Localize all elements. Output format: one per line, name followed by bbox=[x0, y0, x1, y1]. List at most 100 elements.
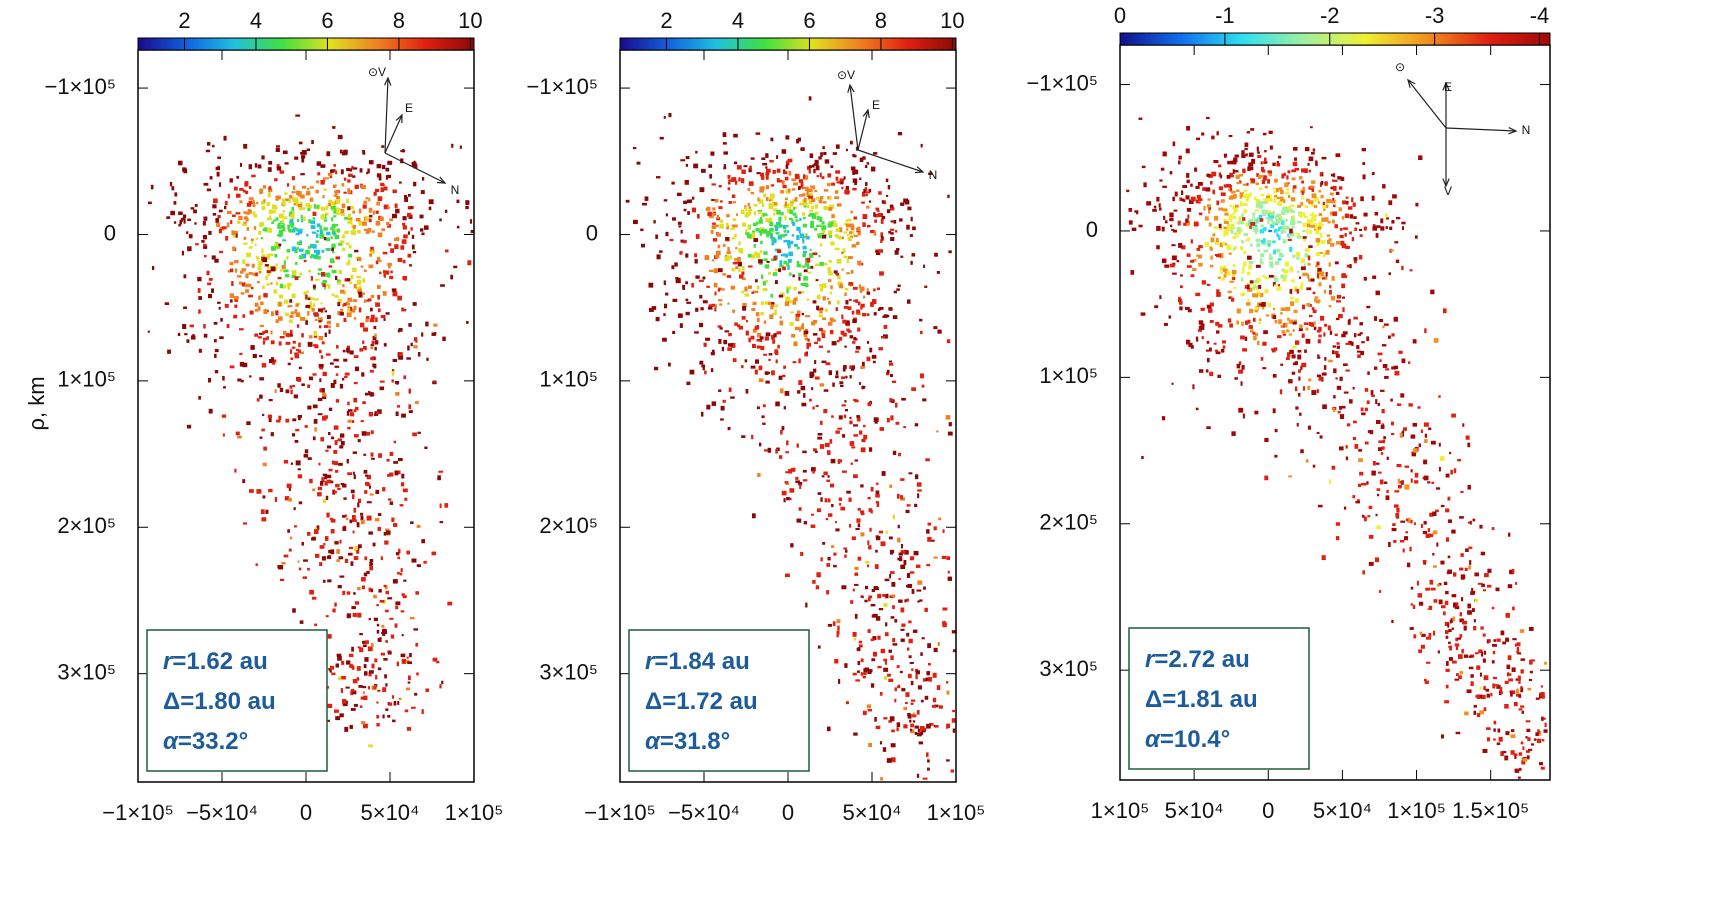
cloud-pixel bbox=[356, 279, 362, 285]
cloud-pixel bbox=[334, 234, 340, 240]
info-line: Δ=1.72 au bbox=[645, 688, 758, 715]
cloud-pixel bbox=[885, 178, 889, 183]
cloud-pixel bbox=[919, 599, 923, 602]
cloud-pixel bbox=[891, 582, 896, 587]
cloud-pixel bbox=[1438, 395, 1441, 398]
cloud-pixel bbox=[1185, 195, 1190, 200]
cloud-pixel bbox=[288, 319, 293, 324]
cloud-pixel bbox=[307, 187, 310, 191]
cloud-pixel bbox=[1234, 154, 1239, 158]
cloud-pixel bbox=[1470, 674, 1474, 678]
cloud-pixel bbox=[870, 166, 876, 172]
cloud-pixel bbox=[788, 469, 793, 474]
cloud-pixel bbox=[396, 661, 399, 667]
cloud-pixel bbox=[1385, 226, 1388, 229]
cloud-pixel bbox=[218, 306, 221, 310]
cloud-pixel bbox=[1304, 205, 1309, 208]
cloud-pixel bbox=[265, 509, 269, 514]
cloud-pixel bbox=[1514, 754, 1517, 759]
cloud-pixel bbox=[764, 336, 769, 341]
cloud-pixel bbox=[259, 355, 263, 358]
cloud-pixel bbox=[1522, 746, 1525, 751]
cloud-pixel bbox=[1314, 298, 1318, 303]
cloud-pixel bbox=[748, 167, 752, 173]
cloud-pixel bbox=[289, 195, 293, 199]
cloud-pixel bbox=[1283, 269, 1289, 274]
cloud-pixel bbox=[910, 729, 915, 734]
cloud-pixel bbox=[368, 411, 374, 417]
cloud-pixel bbox=[760, 346, 765, 351]
cloud-pixel bbox=[164, 302, 170, 306]
cloud-pixel bbox=[771, 258, 776, 261]
cloud-pixel bbox=[897, 524, 900, 529]
cloud-pixel bbox=[1298, 369, 1302, 373]
cloud-pixel bbox=[1281, 220, 1286, 225]
cloud-pixel bbox=[726, 251, 731, 255]
cloud-pixel bbox=[769, 234, 774, 239]
cloud-pixel bbox=[1454, 643, 1460, 647]
cloud-pixel bbox=[319, 349, 322, 354]
cloud-pixel bbox=[734, 258, 738, 261]
cloud-pixel bbox=[1427, 481, 1431, 484]
cloud-pixel bbox=[391, 288, 397, 292]
cloud-pixel bbox=[415, 642, 419, 647]
cloud-pixel bbox=[747, 202, 750, 207]
cloud-pixel bbox=[1502, 751, 1507, 754]
cloud-pixel bbox=[451, 143, 454, 148]
cloud-pixel bbox=[281, 264, 286, 269]
cloud-pixel bbox=[720, 405, 725, 411]
cloud-pixel bbox=[320, 481, 324, 486]
cloud-pixel bbox=[770, 305, 774, 310]
cloud-pixel bbox=[811, 513, 814, 516]
cloud-pixel bbox=[916, 589, 922, 592]
cloud-pixel bbox=[869, 527, 872, 532]
cloud-pixel bbox=[357, 439, 361, 443]
cloud-pixel bbox=[1198, 262, 1203, 267]
cloud-pixel bbox=[819, 309, 823, 314]
cloud-pixel bbox=[1343, 227, 1348, 230]
cloud-pixel bbox=[1204, 216, 1209, 221]
cloud-pixel bbox=[780, 234, 786, 238]
cloud-pixel bbox=[778, 375, 783, 380]
cloud-pixel bbox=[1422, 530, 1427, 535]
cloud-pixel bbox=[331, 460, 335, 465]
cloud-pixel bbox=[361, 721, 366, 725]
cloud-pixel bbox=[1366, 305, 1371, 309]
cloud-pixel bbox=[291, 246, 296, 252]
cloud-pixel bbox=[1423, 422, 1429, 427]
cloud-pixel bbox=[1228, 296, 1231, 299]
cloud-pixel bbox=[1505, 637, 1510, 642]
cloud-pixel bbox=[361, 372, 365, 377]
cloud-pixel bbox=[1192, 259, 1197, 262]
cloud-pixel bbox=[900, 628, 905, 631]
cloud-pixel bbox=[331, 217, 334, 222]
cloud-pixel bbox=[183, 214, 187, 219]
cloud-pixel bbox=[860, 447, 866, 453]
cloud-pixel bbox=[900, 497, 906, 501]
cloud-pixel bbox=[1516, 650, 1520, 653]
cloud-pixel bbox=[730, 396, 735, 399]
cloud-pixel bbox=[1255, 277, 1261, 283]
cloud-pixel bbox=[308, 269, 312, 273]
cloud-pixel bbox=[936, 430, 939, 433]
cloud-pixel bbox=[398, 458, 403, 462]
cloud-pixel bbox=[753, 238, 759, 242]
cloud-pixel bbox=[290, 210, 295, 215]
cloud-pixel bbox=[809, 209, 814, 212]
cloud-pixel bbox=[1268, 216, 1272, 221]
info-symbol: Δ bbox=[163, 688, 180, 715]
cloud-pixel bbox=[376, 285, 381, 289]
cloud-pixel bbox=[808, 192, 813, 197]
cloud-pixel bbox=[336, 358, 340, 362]
cloud-pixel bbox=[202, 221, 206, 226]
cloud-pixel bbox=[1236, 181, 1241, 185]
cloud-pixel bbox=[839, 179, 844, 185]
cloud-pixel bbox=[802, 186, 806, 190]
cloud-pixel bbox=[845, 219, 849, 222]
cloud-pixel bbox=[1518, 752, 1523, 756]
cloud-pixel bbox=[1277, 286, 1282, 291]
cloud-pixel bbox=[828, 272, 834, 276]
cloud-pixel bbox=[439, 684, 442, 689]
cloud-pixel bbox=[297, 276, 301, 279]
cloud-pixel bbox=[291, 176, 295, 181]
